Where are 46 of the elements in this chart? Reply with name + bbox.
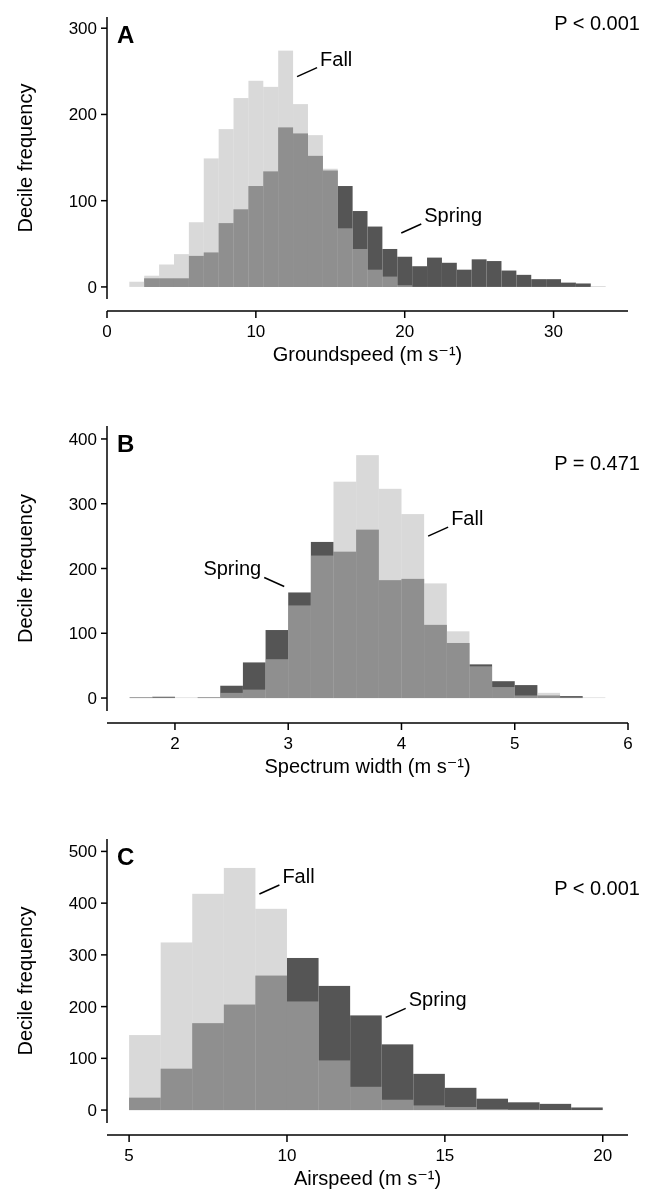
y-tick-label: 0 xyxy=(87,277,97,297)
chart-title: A xyxy=(117,21,135,48)
y-tick-label: 100 xyxy=(68,624,97,644)
y-tick-label: 0 xyxy=(87,1101,97,1121)
x-tick-label: 4 xyxy=(396,734,407,753)
chart-title: C xyxy=(117,843,135,870)
x-tick-label: 2 xyxy=(170,734,180,753)
y-tick-label: 200 xyxy=(68,559,97,579)
x-tick-label: 3 xyxy=(283,734,293,753)
y-tick-label: 0 xyxy=(87,689,97,709)
x-axis-title: Groundspeed (m s⁻¹) xyxy=(272,343,463,365)
x-tick-label: 20 xyxy=(395,322,415,341)
y-axis-title: Decile frequency xyxy=(14,906,36,1056)
y-tick-label: 400 xyxy=(68,894,97,914)
y-tick-label: 500 xyxy=(68,842,97,862)
annotation: P < 0.001 xyxy=(554,12,640,34)
x-tick-label: 10 xyxy=(277,1146,297,1165)
series-label: Fall xyxy=(320,47,353,70)
x-tick-label: 20 xyxy=(593,1146,613,1165)
series-label: Fall xyxy=(451,507,484,530)
series-label: Spring xyxy=(203,557,262,580)
series-label: Spring xyxy=(424,203,483,226)
y-axis-title: Decile frequency xyxy=(14,83,36,233)
series-label: Spring xyxy=(408,988,467,1011)
y-tick-label: 300 xyxy=(68,494,97,514)
x-axis-title: Airspeed (m s⁻¹) xyxy=(293,1167,442,1189)
x-tick-label: 5 xyxy=(510,734,520,753)
x-tick-label: 0 xyxy=(102,322,112,341)
y-tick-label: 200 xyxy=(68,997,97,1017)
y-tick-label: 300 xyxy=(68,945,97,965)
y-tick-label: 100 xyxy=(68,191,97,211)
y-axis-title: Decile frequency xyxy=(14,494,36,643)
annotation: P < 0.001 xyxy=(554,877,640,899)
series-label: Fall xyxy=(282,864,315,887)
annotation: P = 0.471 xyxy=(554,452,640,474)
x-tick-label: 15 xyxy=(435,1146,455,1165)
y-tick-label: 200 xyxy=(68,105,97,125)
x-tick-label: 10 xyxy=(246,322,266,341)
x-tick-label: 30 xyxy=(544,322,564,341)
y-tick-label: 100 xyxy=(68,1049,97,1069)
y-tick-label: 300 xyxy=(68,19,97,39)
chart-title: B xyxy=(117,430,135,457)
x-axis-title: Spectrum width (m s⁻¹) xyxy=(264,755,471,777)
x-tick-label: 5 xyxy=(124,1146,134,1165)
y-tick-label: 400 xyxy=(68,429,97,449)
x-tick-label: 6 xyxy=(623,734,633,753)
